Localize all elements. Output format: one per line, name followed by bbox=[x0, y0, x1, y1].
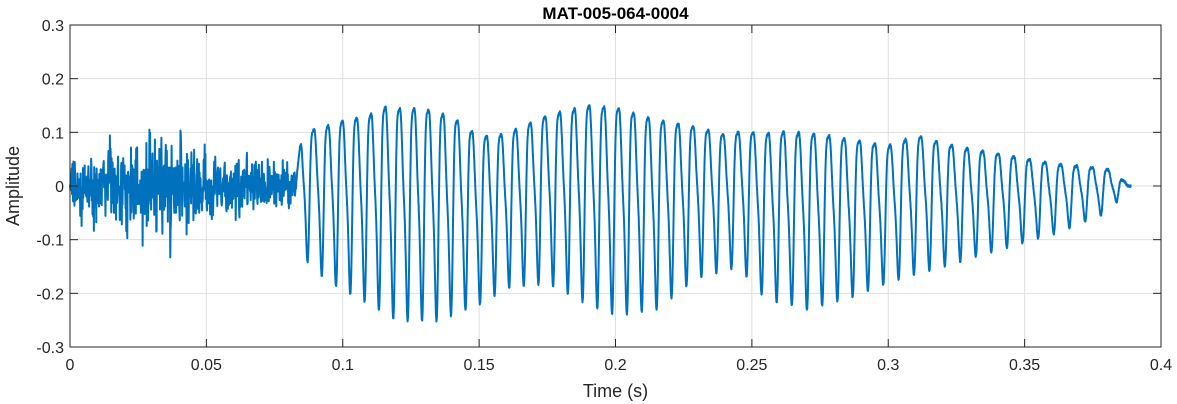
y-tick-label: 0.1 bbox=[42, 125, 64, 142]
waveform-series bbox=[69, 104, 1132, 323]
y-tick-label: -0.1 bbox=[36, 233, 64, 250]
y-tick-label: -0.3 bbox=[36, 340, 64, 357]
waveform-line bbox=[69, 104, 1132, 323]
x-tick-label: 0.4 bbox=[1150, 357, 1172, 374]
y-tick-label: 0.2 bbox=[42, 72, 64, 89]
x-tick-label: 0.3 bbox=[877, 357, 899, 374]
x-tick-label: 0.1 bbox=[332, 357, 354, 374]
x-tick-label: 0.05 bbox=[191, 357, 222, 374]
chart-title: MAT-005-064-0004 bbox=[542, 4, 689, 23]
y-axis-label: Amplitude bbox=[3, 146, 23, 226]
x-axis-label: Time (s) bbox=[583, 381, 648, 401]
y-axis-ticks: 0.3 0.2 0.1 0 -0.1 -0.2 -0.3 bbox=[36, 18, 1161, 357]
x-tick-label: 0.25 bbox=[736, 357, 767, 374]
x-tick-label: 0.15 bbox=[464, 357, 495, 374]
y-tick-label: 0.3 bbox=[42, 18, 64, 35]
x-tick-label: 0 bbox=[66, 357, 75, 374]
x-axis-ticks: 0 0.05 0.1 0.15 0.2 0.25 0.3 0.35 0.4 bbox=[66, 25, 1172, 374]
x-tick-label: 0.2 bbox=[604, 357, 626, 374]
y-tick-label: -0.2 bbox=[36, 286, 64, 303]
y-tick-label: 0 bbox=[55, 179, 64, 196]
x-tick-label: 0.35 bbox=[1009, 357, 1040, 374]
